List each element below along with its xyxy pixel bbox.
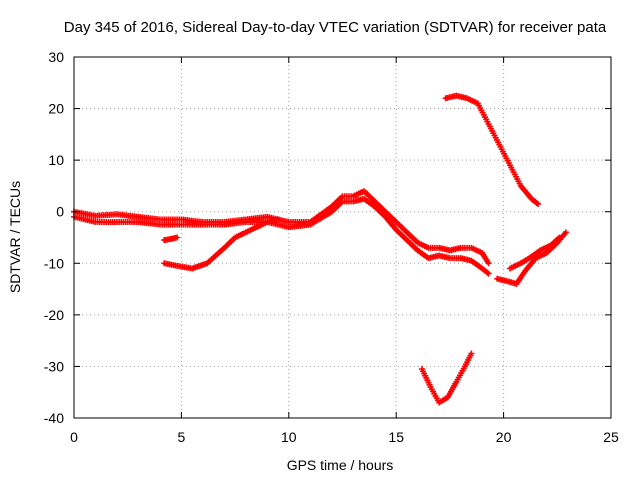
chart-title: Day 345 of 2016, Sidereal Day-to-day VTE… [64,19,607,36]
x-ticks: 0 5 10 15 20 25 [70,57,619,445]
y-tick-label: -10 [44,255,64,271]
y-tick-label: -40 [44,410,64,426]
data-point [174,234,181,241]
series-short-segment-4h [161,234,181,244]
y-tick-label: 20 [48,101,64,117]
y-tick-label: -20 [44,307,64,323]
y-tick-label: 0 [56,204,64,220]
x-axis-label: GPS time / hours [287,457,394,473]
y-tick-label: 30 [48,49,64,65]
y-tick-label: -30 [44,358,64,374]
y-axis-label: SDTVAR / TECUs [7,181,23,293]
x-tick-label: 20 [496,429,512,445]
data-point [562,229,569,236]
plot-frame [73,56,612,419]
x-tick-label: 5 [178,429,186,445]
x-tick-label: 25 [603,429,619,445]
x-tick-label: 0 [70,429,78,445]
x-tick-label: 10 [281,429,297,445]
series-lower-v [418,350,475,406]
series-late-rise-upper [507,234,563,272]
y-ticks: -40 -30 -20 -10 0 10 20 30 [44,49,611,426]
data-point [556,234,563,241]
grid [74,57,611,418]
data-point [485,270,492,277]
data-point [468,350,475,357]
data-point [534,200,541,207]
data-marks [71,92,569,406]
y-tick-label: 10 [48,152,64,168]
series-main-band-lower [71,195,492,277]
data-point [275,216,282,223]
series-upper-decline [442,92,541,207]
x-tick-label: 15 [388,429,404,445]
data-point [485,260,492,267]
series-branch-from-5h [161,216,282,272]
